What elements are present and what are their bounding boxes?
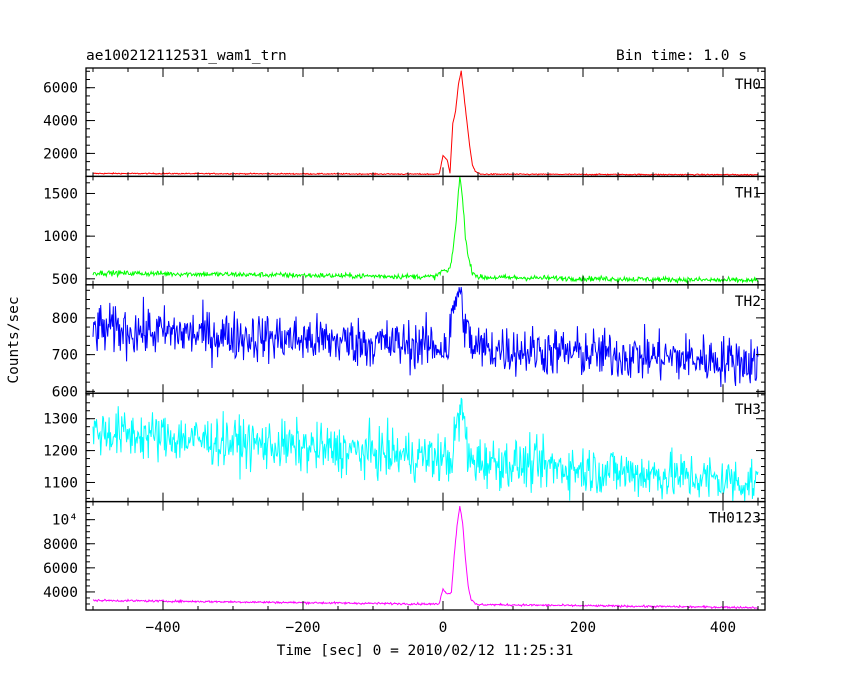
panel-th2: 600 700 800 TH2 (52, 284, 766, 400)
y-tick-label: 1500 (43, 186, 78, 202)
x-tick-label: −200 (286, 620, 321, 636)
y-tick-label: 10⁴ (52, 513, 78, 529)
bin-time-label: Bin time: 1.0 s (616, 48, 747, 64)
y-axis-label: Counts/sec (6, 296, 22, 383)
y-tick-label: 6000 (43, 561, 78, 577)
panel-th3: 1100 1200 1300 TH3 (43, 392, 766, 503)
series-line-th3 (92, 397, 759, 502)
y-tick-label: 1300 (43, 412, 78, 428)
y-tick-label: 6000 (43, 81, 78, 97)
x-tick-label: −400 (146, 620, 181, 636)
panel-label-th0123: TH0123 (709, 511, 761, 527)
y-tick-label: 2000 (43, 146, 78, 162)
panel-label-th3: TH3 (735, 402, 761, 418)
panel-th1: 500 1000 1500 TH1 (43, 175, 766, 288)
panel-label-th2: TH2 (735, 294, 761, 310)
y-tick-label: 1200 (43, 444, 78, 460)
series-line-th0 (92, 70, 759, 176)
x-tick-label: 400 (710, 620, 736, 636)
x-tick-label: 200 (570, 620, 596, 636)
series-line-th0123 (92, 505, 759, 610)
y-tick-label: 8000 (43, 537, 78, 553)
y-tick-label: 800 (52, 311, 78, 327)
y-tick-label: 600 (52, 384, 78, 400)
y-tick-label: 4000 (43, 114, 78, 130)
y-tick-label: 500 (52, 272, 78, 288)
panel-frame (85, 175, 766, 286)
panel-frame (85, 500, 766, 611)
chart-title: ae100212112531_wam1_trn (86, 48, 287, 64)
y-tick-label: 1000 (43, 229, 78, 245)
panel-th0123: 4000 6000 8000 10⁴ TH0123 −400 −200 0 200 400 (43, 500, 766, 636)
x-axis-label: Time [sec] 0 = 2010/02/12 11:25:31 (277, 643, 574, 659)
x-tick-label: 0 (439, 620, 448, 636)
y-tick-label: 700 (52, 348, 78, 364)
panel-label-th0: TH0 (735, 77, 761, 93)
y-tick-label: 1100 (43, 475, 78, 491)
series-line-th1 (92, 176, 759, 285)
panel-frame (85, 67, 766, 178)
panel-th0: 2000 4000 6000 TH0 (43, 67, 766, 178)
panel-label-th1: TH1 (735, 185, 761, 201)
y-tick-label: 4000 (43, 585, 78, 601)
series-line-th2 (92, 287, 759, 388)
